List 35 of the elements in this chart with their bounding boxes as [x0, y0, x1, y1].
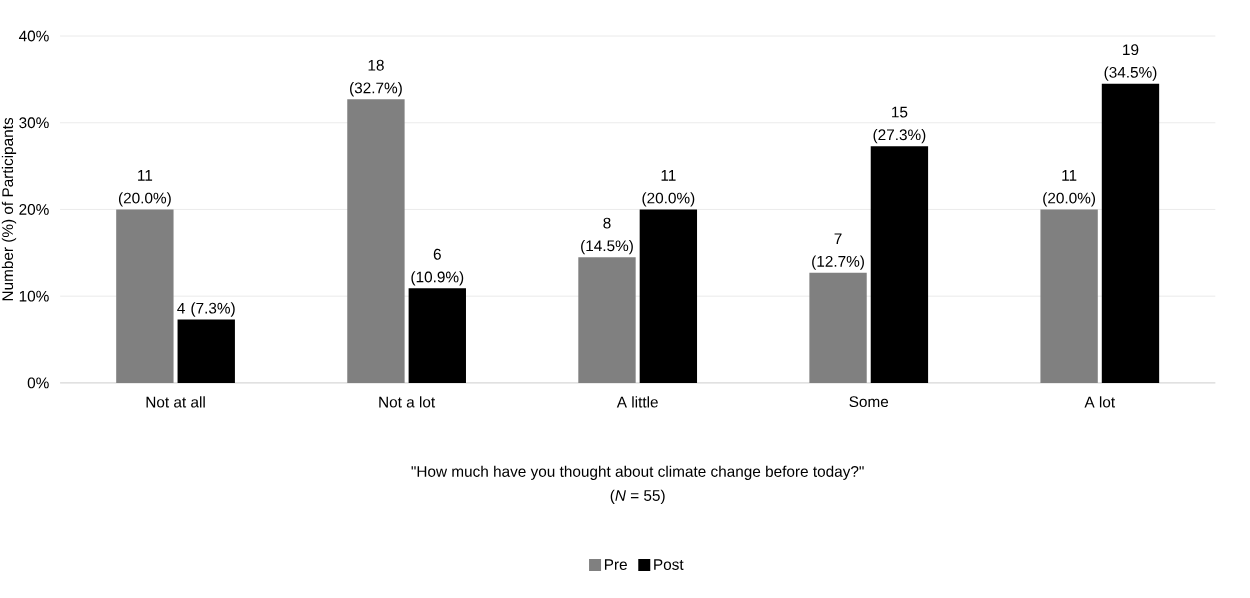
y-tick-label: 40%	[18, 30, 49, 42]
data-label: 11 (20.0%)	[1043, 170, 1096, 207]
data-label: 4 (7.3%)	[177, 302, 235, 317]
bar	[1101, 83, 1160, 384]
bar	[1040, 209, 1098, 384]
data-label: 18 (32.7%)	[350, 60, 402, 97]
x-tick-label: Not a lot	[379, 396, 436, 408]
bar	[809, 272, 867, 384]
x-axis-title: "How much have you thought about climate change before today?"	[411, 465, 864, 481]
x-tick-label: A little	[616, 396, 658, 408]
bar	[116, 209, 174, 384]
data-label: 11 (20.0%)	[642, 170, 695, 207]
x-tick-label: Some	[849, 396, 889, 408]
bar	[408, 288, 466, 384]
bar	[639, 209, 698, 384]
x-tick-label: A lot	[1084, 396, 1116, 408]
y-axis-title: Number (%) of Participants	[1, 118, 17, 301]
legend-label: Post	[654, 559, 684, 571]
y-tick-label: 0%	[27, 377, 49, 389]
data-label: 6 (10.9%)	[411, 249, 464, 286]
data-label: 11 (20.0%)	[118, 170, 171, 207]
legend-label: Pre	[604, 559, 627, 571]
bar	[177, 319, 235, 384]
bar	[870, 146, 929, 384]
text: (N = 55)	[610, 489, 665, 505]
y-tick-label: 20%	[19, 204, 49, 216]
bar	[347, 99, 405, 384]
data-label: 19 (34.5%)	[1104, 44, 1157, 81]
data-label: 8 (14.5%)	[581, 217, 633, 255]
y-tick-label: 30%	[19, 117, 49, 129]
data-label: 15 (27.3%)	[873, 106, 926, 144]
data-label: 7 (12.7%)	[812, 233, 864, 270]
x-tick-label: Not at all	[146, 396, 205, 408]
bar	[578, 257, 636, 384]
y-tick-label: 10%	[19, 290, 49, 302]
